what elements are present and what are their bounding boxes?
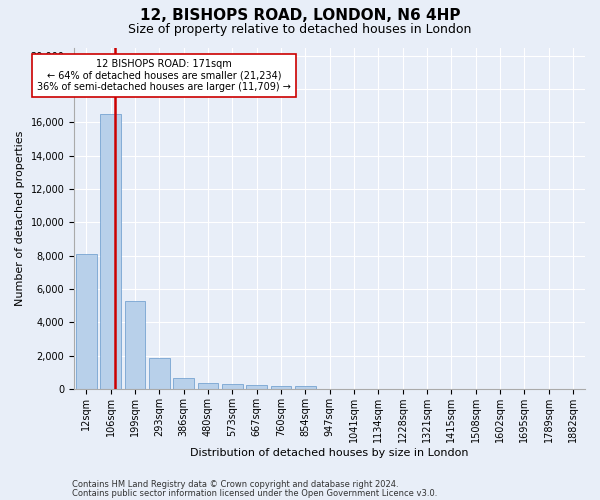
Text: 12 BISHOPS ROAD: 171sqm
← 64% of detached houses are smaller (21,234)
36% of sem: 12 BISHOPS ROAD: 171sqm ← 64% of detache… — [37, 59, 291, 92]
Bar — [222, 384, 242, 389]
Bar — [125, 300, 145, 389]
Bar — [100, 114, 121, 389]
Bar — [76, 254, 97, 389]
Bar — [295, 386, 316, 389]
Text: Size of property relative to detached houses in London: Size of property relative to detached ho… — [128, 22, 472, 36]
Text: Contains public sector information licensed under the Open Government Licence v3: Contains public sector information licen… — [72, 488, 437, 498]
Bar — [271, 386, 291, 389]
Text: 12, BISHOPS ROAD, LONDON, N6 4HP: 12, BISHOPS ROAD, LONDON, N6 4HP — [140, 8, 460, 22]
Bar — [246, 385, 267, 389]
Bar — [173, 378, 194, 389]
X-axis label: Distribution of detached houses by size in London: Distribution of detached houses by size … — [190, 448, 469, 458]
Text: Contains HM Land Registry data © Crown copyright and database right 2024.: Contains HM Land Registry data © Crown c… — [72, 480, 398, 489]
Bar — [197, 383, 218, 389]
Bar — [149, 358, 170, 389]
Y-axis label: Number of detached properties: Number of detached properties — [15, 130, 25, 306]
